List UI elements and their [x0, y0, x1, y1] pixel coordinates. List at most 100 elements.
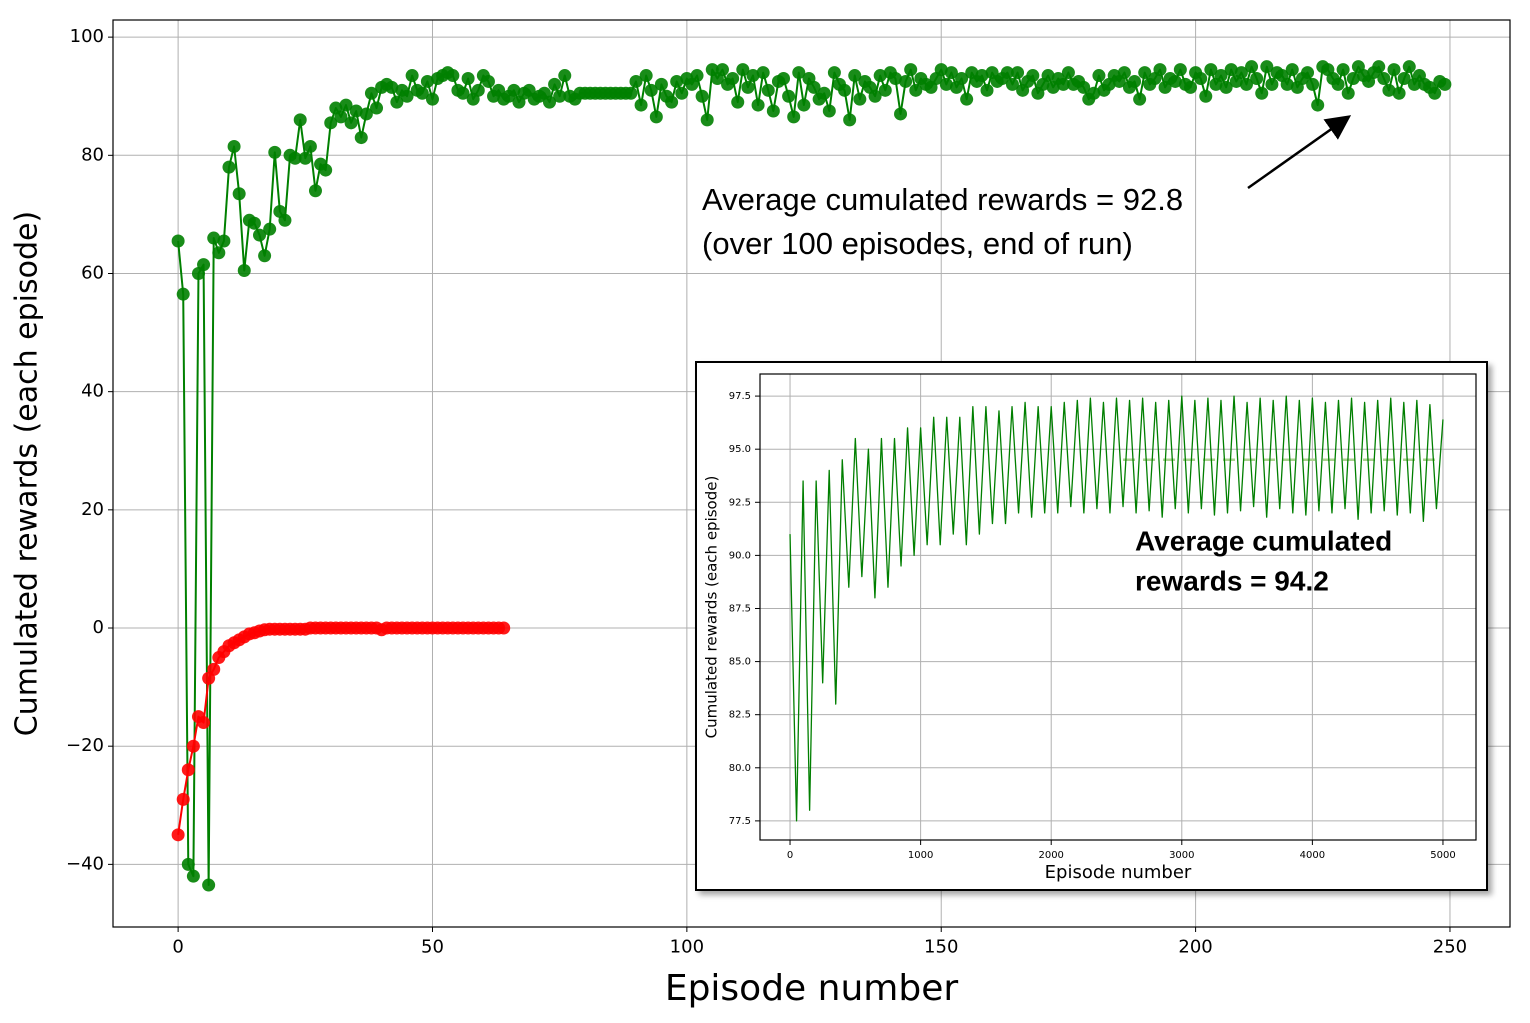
series-marker	[548, 77, 562, 91]
series-marker	[1153, 63, 1167, 77]
series-marker	[644, 83, 658, 97]
series-marker	[1402, 60, 1416, 74]
series-marker	[1077, 80, 1091, 94]
y-tick-label: 92.5	[729, 497, 751, 508]
y-tick-label: 90.0	[729, 550, 751, 561]
series-marker	[777, 71, 791, 85]
series-marker	[1311, 98, 1325, 112]
series-marker	[471, 83, 485, 97]
series-marker	[390, 95, 404, 109]
y-tick-label: 87.5	[729, 603, 751, 614]
series-marker	[364, 86, 378, 100]
y-tick-label: 82.5	[729, 710, 751, 721]
series-marker	[797, 98, 811, 112]
series-marker	[1041, 69, 1055, 83]
series-marker	[761, 83, 775, 97]
series-marker	[344, 116, 358, 130]
x-tick-label: 1000	[908, 850, 933, 861]
series-marker	[171, 234, 185, 248]
series-marker	[1382, 83, 1396, 97]
series-marker	[1438, 77, 1452, 91]
x-tick-label: 2000	[1038, 850, 1063, 861]
series-marker	[955, 71, 969, 85]
series-marker	[558, 69, 572, 83]
x-tick-label: 100	[670, 937, 704, 958]
series-marker	[553, 89, 567, 103]
y-tick-label: 40	[81, 381, 104, 402]
series-marker	[888, 71, 902, 85]
series-marker	[207, 231, 221, 245]
series-marker	[665, 95, 679, 109]
series-line	[177, 627, 504, 835]
series-marker	[1194, 71, 1208, 85]
series-marker	[1397, 71, 1411, 85]
y-axis-label: Cumulated rewards (each episode)	[703, 476, 721, 739]
series-marker	[1168, 74, 1182, 88]
series-marker	[1255, 86, 1269, 100]
series-marker	[1133, 92, 1147, 106]
series-marker	[1377, 71, 1391, 85]
series-marker	[207, 662, 221, 676]
y-tick-label: 97.5	[729, 391, 751, 402]
series-marker	[1005, 77, 1019, 91]
series-marker	[298, 151, 312, 165]
series-marker	[339, 98, 353, 112]
y-tick-label: 80	[81, 144, 104, 165]
series-marker	[1026, 69, 1040, 83]
series-marker	[420, 74, 434, 88]
series-marker	[960, 92, 974, 106]
x-tick-label: 250	[1433, 937, 1467, 958]
x-tick-label: 200	[1178, 937, 1212, 958]
series-marker	[807, 80, 821, 94]
series-marker	[176, 792, 190, 806]
series-marker	[481, 74, 495, 88]
series-marker	[1087, 86, 1101, 100]
series-marker	[263, 222, 277, 236]
y-tick-label: −40	[66, 853, 104, 874]
x-tick-label: 0	[172, 937, 183, 958]
y-tick-label: 77.5	[729, 816, 751, 827]
series-marker	[868, 89, 882, 103]
series-marker	[934, 63, 948, 77]
series-marker	[370, 101, 384, 115]
series-marker	[827, 66, 841, 80]
series-marker	[1219, 80, 1233, 94]
series-marker	[1128, 74, 1142, 88]
x-axis-label: Episode number	[665, 968, 959, 1009]
series-marker	[1387, 63, 1401, 77]
x-axis-label: Episode number	[1045, 862, 1192, 883]
series-marker	[232, 187, 246, 201]
series-marker	[425, 92, 439, 106]
annotation-arrow	[1247, 115, 1352, 190]
series-marker	[405, 69, 419, 83]
series-marker	[268, 145, 282, 159]
series-marker	[324, 116, 338, 130]
series-marker	[629, 74, 643, 88]
series-marker	[1285, 63, 1299, 77]
y-tick-label: 20	[81, 499, 104, 520]
series-marker	[980, 83, 994, 97]
series-marker	[1214, 69, 1228, 83]
series-marker	[624, 86, 638, 100]
series-marker	[1265, 77, 1279, 91]
x-tick-label: 4000	[1300, 850, 1325, 861]
inset-frame	[695, 361, 1488, 891]
series-marker	[1341, 86, 1355, 100]
plot-frame	[759, 373, 1477, 841]
series-marker	[1428, 86, 1442, 100]
series-marker	[334, 110, 348, 124]
y-tick-label: 95.0	[729, 444, 751, 455]
y-tick-label: −20	[66, 735, 104, 756]
series-marker	[751, 98, 765, 112]
series-marker	[639, 69, 653, 83]
series-marker	[726, 71, 740, 85]
series-marker	[197, 716, 211, 730]
x-tick-label: 0	[787, 850, 793, 861]
y-tick-label: 60	[81, 262, 104, 283]
series-marker	[909, 83, 923, 97]
series-marker	[217, 234, 231, 248]
series-marker	[715, 63, 729, 77]
series-marker	[1346, 71, 1360, 85]
series-marker	[939, 77, 953, 91]
